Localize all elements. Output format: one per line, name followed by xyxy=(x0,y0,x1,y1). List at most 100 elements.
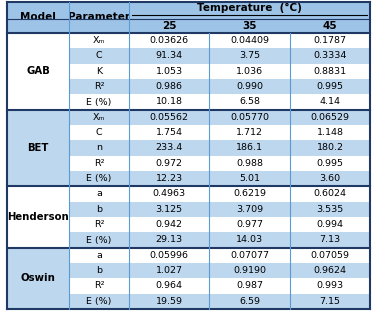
Bar xyxy=(129,94,209,110)
Bar xyxy=(7,217,69,232)
Bar xyxy=(69,263,129,278)
Text: 0.03626: 0.03626 xyxy=(150,36,189,45)
Text: 3.535: 3.535 xyxy=(316,205,344,214)
Text: E (%): E (%) xyxy=(86,236,112,245)
Bar xyxy=(129,248,209,263)
Text: 3.60: 3.60 xyxy=(319,174,341,183)
Text: 0.8831: 0.8831 xyxy=(313,67,347,76)
Bar xyxy=(69,110,129,125)
Text: 0.977: 0.977 xyxy=(236,220,263,229)
Text: 0.07077: 0.07077 xyxy=(230,251,269,260)
Text: 0.964: 0.964 xyxy=(156,281,183,290)
Bar xyxy=(69,278,129,294)
Bar xyxy=(209,232,290,248)
Text: 0.4963: 0.4963 xyxy=(153,189,186,198)
Bar xyxy=(129,263,209,278)
Text: 6.58: 6.58 xyxy=(239,97,260,106)
Bar xyxy=(209,79,290,94)
Text: 35: 35 xyxy=(242,21,257,31)
Text: E (%): E (%) xyxy=(86,97,112,106)
Bar xyxy=(129,232,209,248)
Text: 1.053: 1.053 xyxy=(156,67,183,76)
Text: GAB: GAB xyxy=(26,66,50,76)
Bar xyxy=(209,140,290,156)
Text: 4.14: 4.14 xyxy=(319,97,341,106)
Text: 0.986: 0.986 xyxy=(156,82,183,91)
Bar xyxy=(209,202,290,217)
Bar xyxy=(69,171,129,186)
Text: 0.995: 0.995 xyxy=(316,82,344,91)
Bar xyxy=(209,278,290,294)
Text: E (%): E (%) xyxy=(86,174,112,183)
Bar xyxy=(69,202,129,217)
Text: C: C xyxy=(95,128,102,137)
Bar xyxy=(209,294,290,309)
Bar xyxy=(7,263,69,278)
Text: 0.990: 0.990 xyxy=(236,82,263,91)
Text: Henderson: Henderson xyxy=(7,212,69,222)
Bar xyxy=(129,64,209,79)
Text: R²: R² xyxy=(94,82,104,91)
Bar xyxy=(69,48,129,64)
Text: 0.993: 0.993 xyxy=(316,281,344,290)
Bar xyxy=(69,79,129,94)
Bar xyxy=(7,278,69,294)
Bar xyxy=(290,48,370,64)
Text: 25: 25 xyxy=(162,21,176,31)
Bar xyxy=(7,33,69,48)
Text: 0.07059: 0.07059 xyxy=(310,251,350,260)
Bar xyxy=(290,278,370,294)
Text: 0.988: 0.988 xyxy=(236,159,263,168)
Bar xyxy=(209,186,290,202)
Bar xyxy=(290,156,370,171)
Text: 29.13: 29.13 xyxy=(156,236,183,245)
Bar xyxy=(69,294,129,309)
Text: 0.972: 0.972 xyxy=(156,159,183,168)
Bar xyxy=(69,140,129,156)
Bar xyxy=(7,156,69,171)
Bar xyxy=(7,125,69,140)
Text: 0.994: 0.994 xyxy=(316,220,344,229)
Bar xyxy=(7,140,69,156)
Text: R²: R² xyxy=(94,281,104,290)
Bar xyxy=(7,186,69,202)
Bar xyxy=(7,48,69,64)
Text: 0.05996: 0.05996 xyxy=(150,251,189,260)
Bar xyxy=(7,64,69,79)
Bar xyxy=(209,33,290,48)
Bar xyxy=(209,64,290,79)
Bar xyxy=(209,110,290,125)
Bar xyxy=(209,171,290,186)
Text: 14.03: 14.03 xyxy=(236,236,263,245)
Bar xyxy=(290,64,370,79)
Bar xyxy=(7,202,69,217)
Bar xyxy=(69,33,129,48)
Bar xyxy=(69,156,129,171)
Bar xyxy=(290,202,370,217)
Text: 45: 45 xyxy=(323,21,337,31)
Bar xyxy=(209,125,290,140)
Bar xyxy=(209,156,290,171)
Bar xyxy=(7,294,69,309)
Bar xyxy=(290,33,370,48)
Bar xyxy=(290,294,370,309)
Bar xyxy=(129,110,209,125)
Bar xyxy=(290,186,370,202)
Text: C: C xyxy=(95,51,102,61)
Bar xyxy=(69,217,129,232)
Bar xyxy=(129,156,209,171)
Text: 5.01: 5.01 xyxy=(239,174,260,183)
Bar xyxy=(129,202,209,217)
Bar xyxy=(209,217,290,232)
Bar xyxy=(69,125,129,140)
Bar xyxy=(7,79,69,94)
Bar xyxy=(69,232,129,248)
Bar xyxy=(209,248,290,263)
Text: 1.036: 1.036 xyxy=(236,67,263,76)
Text: 1.027: 1.027 xyxy=(156,266,183,275)
Text: 0.9190: 0.9190 xyxy=(233,266,266,275)
Bar xyxy=(290,217,370,232)
Text: b: b xyxy=(96,205,102,214)
Text: b: b xyxy=(96,266,102,275)
Text: BET: BET xyxy=(28,143,49,153)
